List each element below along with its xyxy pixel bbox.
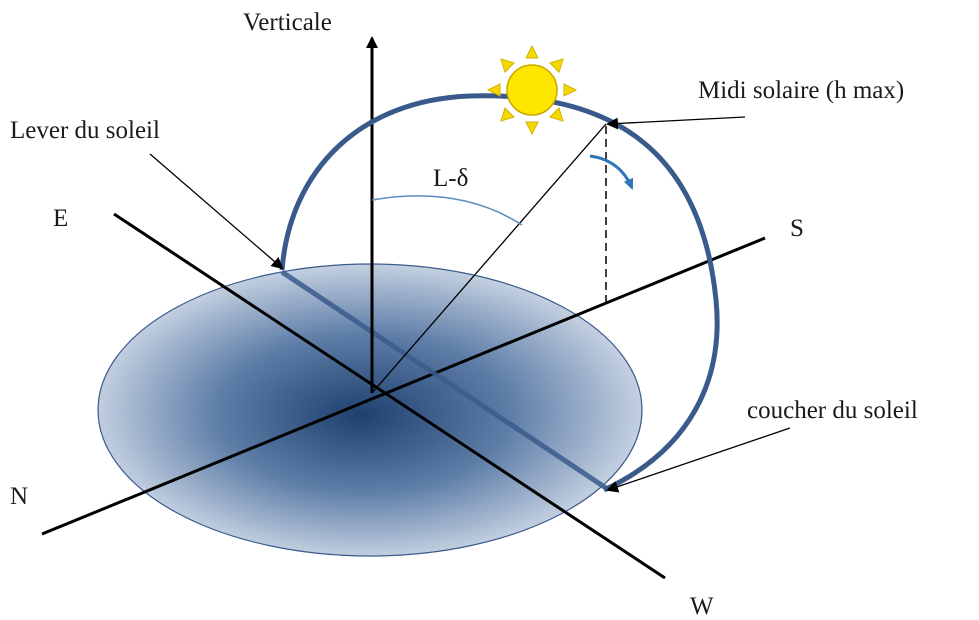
angle-arc	[371, 195, 523, 226]
sunrise-pointer	[149, 153, 284, 270]
sunset-pointer	[606, 427, 791, 493]
north-south-axis	[41, 236, 766, 536]
west-label: W	[690, 593, 714, 620]
sunset-label: coucher du soleil	[747, 397, 918, 424]
sun-icon	[486, 44, 578, 136]
east-west-axis	[113, 212, 666, 580]
vertical-label: Verticale	[243, 9, 332, 36]
south-label: S	[790, 215, 804, 242]
horizon-plane	[97, 263, 643, 557]
rotation-arrow	[589, 154, 634, 190]
sun-path-arc	[279, 93, 720, 493]
east-label: E	[53, 205, 68, 232]
north-label: N	[10, 483, 28, 510]
sun-path-chord	[280, 269, 608, 491]
angle-label: L-δ	[433, 165, 468, 192]
noon-label: Midi solaire (h max)	[698, 77, 904, 104]
noon-line	[371, 123, 607, 394]
sunrise-label: Lever du soleil	[10, 117, 160, 144]
noon-pointer	[606, 116, 746, 130]
